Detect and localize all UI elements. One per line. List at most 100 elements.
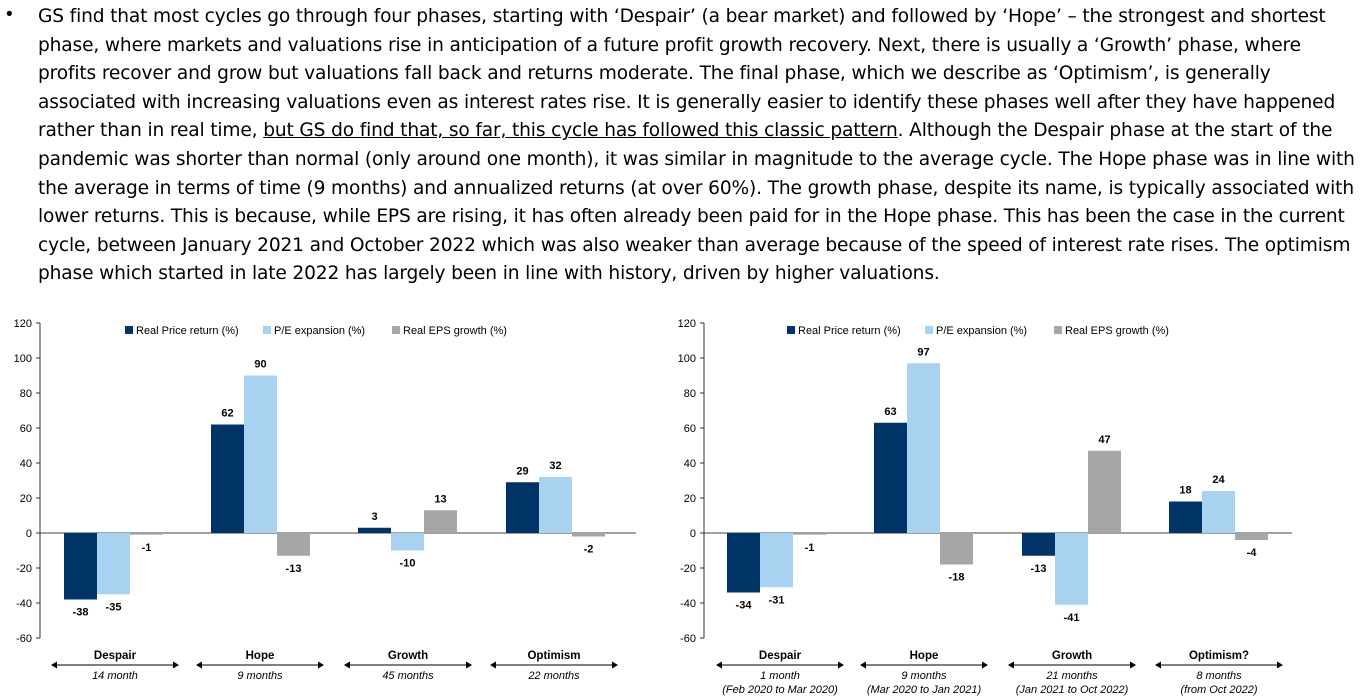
chart-0-data-label: 62: [221, 408, 233, 420]
chart-0-duration-label: 45 months: [382, 670, 434, 682]
chart-1-bar: [793, 533, 826, 535]
chart-1-duration-label: (Feb 2020 to Mar 2020): [722, 684, 838, 696]
chart-1-bar: [1055, 533, 1088, 605]
chart-0-bar: [539, 477, 572, 533]
chart-1-data-label: -31: [769, 594, 785, 606]
chart-1-data-label: -13: [1031, 563, 1047, 575]
cycle-phases-current-chart: -60 -40 -20 0 20 40 60 80 100 120 Real Price retur…: [678, 318, 1292, 696]
chart-1-duration-label: (Jan 2021 to Oct 2022): [1016, 684, 1129, 696]
chart-0-category-label: Optimism: [527, 650, 580, 662]
chart-1-data-label: 63: [884, 406, 896, 418]
chart-1-bar: [1235, 533, 1268, 540]
cycle-phases-average-chart: -60 -40 -20 0 20 40 60 80 100 120 Real Price retur…: [14, 318, 636, 682]
chart-0-bar: [211, 424, 244, 533]
chart-0-category-label: Growth: [388, 650, 428, 662]
bullet-text: GS find that most cycles go through four…: [38, 3, 1360, 289]
chart-1-arrow-head-left: [1155, 661, 1161, 669]
chart-0-arrow-head-left: [344, 661, 350, 669]
chart-1-y-tick-label: 80: [684, 388, 696, 400]
chart-1-legend-label: P/E expansion (%): [936, 325, 1027, 337]
chart-0-legend-label: Real Price return (%): [136, 325, 239, 337]
chart-1-bar: [907, 363, 940, 533]
chart-1-y-tick-label: 20: [684, 493, 696, 505]
chart-0-bar: [277, 533, 310, 556]
chart-0-bar: [424, 510, 457, 533]
chart-1-duration-label: (from Oct 2022): [1180, 684, 1257, 696]
chart-1-y-tick-label: 60: [684, 423, 696, 435]
chart-1-category-label: Despair: [759, 650, 802, 662]
chart-1-bar: [874, 422, 907, 533]
chart-1-arrow-head-right: [838, 661, 844, 669]
chart-1-data-label: 47: [1098, 434, 1110, 446]
chart-0-data-label: -13: [286, 563, 302, 575]
chart-0-data-label: 13: [434, 493, 446, 505]
chart-1-legend-swatch: [1054, 326, 1062, 334]
chart-1-legend-label: Real Price return (%): [798, 325, 901, 337]
chart-1-y-tick-label: 120: [678, 318, 696, 330]
chart-1-arrow-head-right: [1277, 661, 1283, 669]
chart-0-bar: [391, 533, 424, 551]
chart-1-arrow-head-right: [982, 661, 988, 669]
chart-0-arrow-head-right: [173, 661, 179, 669]
chart-0-duration-label: 9 months: [237, 670, 283, 682]
chart-1-y-tick-label: 0: [690, 528, 696, 540]
chart-0-data-label: 32: [549, 460, 561, 472]
chart-1-duration-label: (Mar 2020 to Jan 2021): [867, 684, 982, 696]
chart-1-legend-swatch: [925, 326, 933, 334]
chart-1-duration-label: 21 months: [1045, 670, 1098, 682]
chart-0-bar: [572, 533, 605, 537]
chart-1-category-label: Optimism?: [1189, 650, 1249, 662]
chart-0-y-tick-label: 100: [14, 353, 32, 365]
chart-0-data-label: -10: [400, 558, 416, 570]
chart-0-duration-label: 14 month: [92, 670, 138, 682]
chart-0-legend-swatch: [125, 326, 133, 334]
chart-0-legend-swatch: [392, 326, 400, 334]
chart-1-bar: [760, 533, 793, 588]
chart-0-arrow-head-left: [490, 661, 496, 669]
chart-0-y-tick-label: -60: [16, 633, 32, 645]
chart-0-arrow-head-right: [318, 661, 324, 669]
chart-1-y-tick-label: 40: [684, 458, 696, 470]
chart-1-data-label: -41: [1064, 612, 1080, 624]
chart-1-category-label: Growth: [1052, 650, 1092, 662]
chart-0-arrow-head-right: [466, 661, 472, 669]
chart-0-legend-swatch: [263, 326, 271, 334]
chart-0-y-tick-label: 0: [26, 528, 32, 540]
chart-0-legend-label: P/E expansion (%): [274, 325, 365, 337]
chart-0-data-label: 90: [254, 359, 266, 371]
chart-0-category-label: Despair: [94, 650, 137, 662]
chart-1-bar: [1022, 533, 1055, 556]
chart-1-bar: [1169, 501, 1202, 533]
chart-0-y-tick-label: 40: [20, 458, 32, 470]
chart-1-data-label: 97: [917, 346, 929, 358]
chart-1-data-label: -18: [949, 572, 965, 584]
chart-0-arrow-head-left: [51, 661, 57, 669]
chart-0-y-tick-label: -20: [16, 563, 32, 575]
chart-0-bar: [64, 533, 97, 600]
chart-0-y-tick-label: 80: [20, 388, 32, 400]
chart-0-bar: [244, 375, 277, 533]
chart-1-y-tick-label: -40: [680, 598, 696, 610]
chart-1-duration-label: 1 month: [760, 670, 800, 682]
chart-1-category-label: Hope: [910, 650, 939, 662]
chart-1-data-label: -34: [736, 600, 753, 612]
chart-1-legend-label: Real EPS growth (%): [1065, 325, 1169, 337]
chart-0-data-label: 29: [516, 465, 528, 477]
chart-0-data-label: -2: [584, 544, 594, 556]
chart-1-duration-label: 9 months: [901, 670, 947, 682]
chart-0-category-label: Hope: [246, 650, 275, 662]
chart-1-arrow-head-left: [860, 661, 866, 669]
bullet-paragraph: • GS find that most cycles go through fo…: [0, 0, 1366, 320]
chart-1-y-tick-label: -20: [680, 563, 696, 575]
chart-0-arrow-head-left: [196, 661, 202, 669]
chart-1-arrow-head-right: [1130, 661, 1136, 669]
chart-1-arrow-head-left: [716, 661, 722, 669]
text-before: GS find that most cycles go through four…: [38, 6, 1336, 142]
chart-0-y-tick-label: 120: [14, 318, 32, 330]
chart-0-data-label: -1: [142, 542, 152, 554]
chart-0-y-tick-label: -40: [16, 598, 32, 610]
chart-1-bar: [940, 533, 973, 565]
chart-1-y-tick-label: -60: [680, 633, 696, 645]
chart-0-bar: [358, 527, 391, 533]
chart-1-bar: [1088, 450, 1121, 533]
